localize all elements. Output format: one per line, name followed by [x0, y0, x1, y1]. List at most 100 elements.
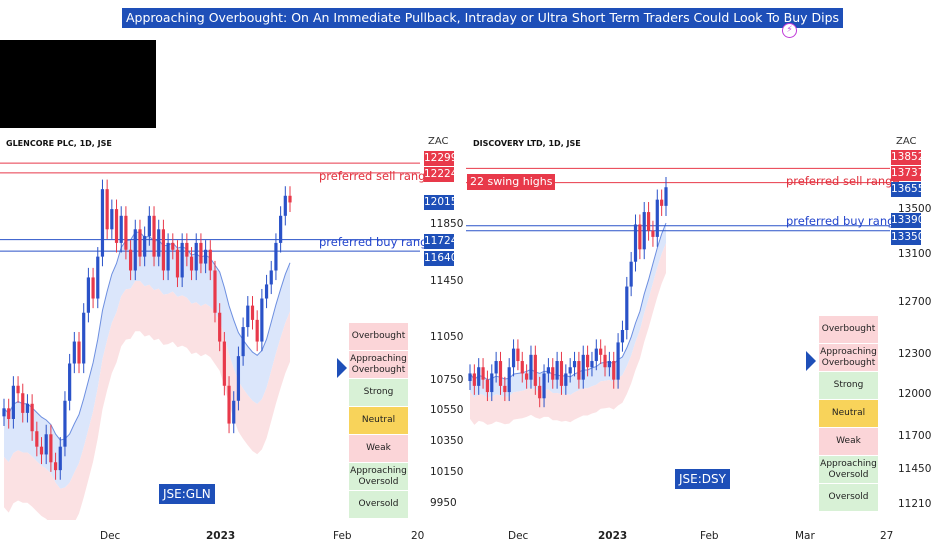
gauge-level-oversold: Oversold	[819, 484, 878, 512]
candle-body	[25, 403, 30, 413]
gauge-level-approaching-overbought: Approaching Overbought	[349, 351, 408, 379]
candle-body	[171, 242, 175, 250]
candle-body	[63, 400, 67, 447]
chart-title-right: DISCOVERY LTD, 1D, JSE	[473, 139, 581, 148]
candle-body	[274, 242, 278, 271]
candle-body	[250, 305, 255, 320]
candle-body	[660, 199, 664, 206]
candle-body	[147, 215, 151, 237]
y-tick-label: 11050	[430, 331, 464, 343]
candle-body	[236, 356, 241, 401]
candle-body	[213, 270, 217, 313]
candle-body	[603, 354, 607, 368]
y-tick-label: 9950	[430, 497, 457, 509]
candle-body	[612, 361, 616, 380]
x-tick: Feb	[333, 530, 352, 542]
unit-label-left: ZAC	[428, 136, 449, 147]
gauge-level-weak: Weak	[819, 428, 878, 456]
candle-body	[21, 393, 25, 413]
swing-highs-label: 22 swing highs	[467, 174, 556, 190]
candle-body	[538, 385, 542, 399]
candle-body	[629, 261, 633, 287]
upper-band-fill	[470, 223, 666, 398]
candle-body	[494, 361, 498, 374]
candle-body	[157, 229, 161, 257]
candle-body	[599, 348, 603, 355]
candlestick-chart-right[interactable]	[466, 150, 890, 520]
gauge-level-strong: Strong	[349, 379, 408, 407]
y-tick-label: 11700	[898, 430, 932, 442]
candle-body	[525, 373, 529, 380]
gauge-level-overbought: Overbought	[819, 316, 878, 344]
unit-label-right: ZAC	[896, 136, 917, 147]
candle-body	[577, 361, 581, 380]
gauge-level-strong: Strong	[819, 372, 878, 400]
candle-body	[2, 408, 6, 417]
x-tick: 27	[880, 530, 894, 542]
candle-body	[166, 242, 170, 271]
candle-body	[91, 277, 95, 299]
candle-body	[161, 229, 166, 271]
candle-body	[255, 319, 259, 342]
candle-body	[100, 189, 105, 257]
gauge-level-neutral: Neutral	[349, 407, 408, 435]
gauge-level-weak: Weak	[349, 435, 408, 463]
candle-body	[490, 373, 494, 393]
candle-body	[86, 277, 90, 313]
x-tick: Dec	[508, 530, 529, 542]
gauge-pointer-icon	[806, 351, 816, 371]
candle-body	[105, 189, 109, 230]
candle-body	[30, 403, 34, 432]
y-tick-label: 12300	[898, 348, 932, 360]
candle-body	[53, 462, 58, 471]
y-tick-label: 11450	[430, 275, 464, 287]
y-tick-label: 11450	[898, 463, 932, 475]
redaction-block	[0, 40, 156, 128]
candle-body	[546, 367, 550, 374]
gauge-level-approaching-overbought: Approaching Overbought	[819, 344, 878, 372]
candle-body	[114, 209, 119, 243]
gauge-level-oversold: Oversold	[349, 491, 408, 519]
candle-body	[529, 354, 533, 380]
candle-body	[620, 330, 625, 343]
candle-body	[616, 342, 620, 380]
candle-body	[68, 363, 72, 401]
candle-body	[58, 446, 62, 471]
gauge-level-overbought: Overbought	[349, 323, 408, 351]
price-tag: 13655	[891, 182, 925, 197]
candle-body	[180, 242, 184, 278]
candle-body	[185, 242, 189, 257]
candle-body	[222, 341, 226, 386]
chart-title-left: GLENCORE PLC, 1D, JSE	[6, 139, 112, 148]
candle-body	[49, 434, 53, 463]
candle-body	[16, 385, 20, 394]
candle-body	[204, 249, 208, 264]
candle-body	[551, 367, 555, 380]
candle-body	[194, 242, 198, 271]
candle-body	[227, 385, 231, 424]
price-tag: 13390	[891, 213, 925, 228]
y-tick-label: 13500	[898, 203, 932, 215]
y-tick-label: 12700	[898, 296, 932, 308]
candle-body	[542, 373, 546, 399]
y-tick-label: 10750	[430, 374, 464, 386]
candle-body	[208, 249, 212, 271]
lightning-icon[interactable]: ⚡	[782, 23, 797, 38]
candle-body	[77, 341, 81, 364]
buy-range-label-right: preferred buy range	[786, 214, 902, 228]
candle-body	[72, 341, 76, 364]
candle-body	[625, 286, 629, 330]
x-tick: 2023	[598, 530, 628, 542]
candle-body	[189, 256, 194, 271]
candle-body	[11, 385, 15, 419]
ticker-badge-left: JSE:GLN	[159, 484, 215, 504]
candle-body	[638, 224, 642, 250]
candle-body	[507, 367, 511, 393]
candle-body	[152, 215, 156, 257]
candlestick-chart-left[interactable]	[0, 150, 420, 520]
candle-body	[119, 215, 123, 243]
headline-banner: Approaching Overbought: On An Immediate …	[122, 8, 844, 28]
candle-body	[642, 212, 646, 250]
price-tag: 12224	[424, 167, 458, 182]
gauge-level-neutral: Neutral	[819, 400, 878, 428]
